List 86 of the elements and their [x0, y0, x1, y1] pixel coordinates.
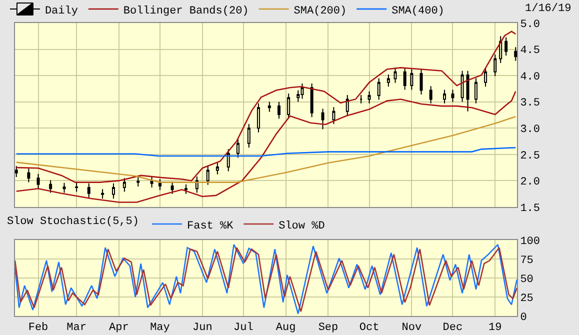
candlestick [360, 94, 363, 104]
legend-label: Fast %K [186, 220, 234, 232]
candlestick [75, 182, 78, 192]
y-tick-label: 50 [520, 274, 534, 286]
x-tick-label: Apr [109, 322, 129, 334]
line-series [16, 116, 516, 183]
x-tick-label: Oct [359, 322, 380, 334]
candlestick [206, 165, 210, 186]
text: 1/16/19 [525, 3, 572, 15]
x-tick-label: Aug [276, 322, 296, 334]
candlestick [514, 46, 517, 62]
y-tick-label: 75 [520, 254, 534, 267]
y-tick-label: 25 [520, 292, 534, 305]
candlestick [368, 90, 371, 104]
candlestick [184, 184, 188, 194]
candlestick [332, 106, 336, 124]
candlestick [158, 178, 162, 191]
x-tick-label: Sep [318, 322, 338, 334]
candlestick [49, 180, 52, 194]
y-tick-label: 3.5 [520, 98, 540, 110]
legend-label: Daily [44, 5, 78, 18]
candlestick [429, 86, 432, 104]
candlestick [256, 102, 260, 133]
x-tick-label: Jul [234, 322, 254, 334]
candlestick [410, 68, 414, 90]
candlestick [403, 67, 406, 90]
y-tick-label: 100 [520, 236, 540, 248]
line-series [16, 30, 516, 183]
legend-label: SMA(200) [294, 5, 347, 18]
candlestick [346, 94, 349, 116]
x-tick-label: Feb [28, 322, 48, 334]
candlestick [474, 78, 478, 104]
y-tick-label: 4.0 [520, 71, 540, 84]
candlestick [300, 82, 304, 100]
candlestick [321, 108, 324, 130]
candlestick [504, 36, 508, 56]
y-tick-label: 0 [520, 312, 527, 324]
candlestick [170, 181, 174, 194]
candlestick [394, 67, 397, 84]
legend-label: SMA(400) [392, 5, 444, 18]
line-series [16, 146, 516, 157]
x-tick-label: Dec [442, 322, 463, 334]
candlestick [460, 70, 464, 102]
candlestick [150, 176, 154, 188]
candlestick [310, 82, 314, 118]
candlestick [451, 89, 454, 102]
candlestick [62, 182, 66, 194]
candlestick [287, 92, 290, 120]
candlestick [236, 138, 240, 158]
candlestick [443, 89, 446, 104]
candlestick [484, 67, 488, 88]
candlestick [499, 36, 502, 64]
candlestick [195, 176, 198, 194]
x-tick-label: Nov [402, 322, 422, 334]
candlestick [494, 54, 497, 77]
x-tick-label: May [150, 322, 170, 334]
legend-title: Slow Stochastic(5,5) [6, 216, 139, 228]
candlestick [101, 188, 104, 200]
y-tick-label: 2.5 [520, 150, 540, 162]
candlestick [226, 148, 230, 172]
candlestick [420, 68, 423, 95]
y-tick-label: 5.0 [520, 18, 540, 31]
candlestick [277, 101, 280, 120]
x-tick-label: Mar [66, 322, 86, 334]
candlestick [216, 162, 219, 175]
y-tick-label: 2.0 [520, 176, 540, 189]
candlestick [122, 178, 126, 192]
line-series [16, 90, 516, 203]
x-tick-label: Jun [192, 322, 212, 334]
candlestick [268, 101, 271, 112]
candlestick [136, 176, 140, 187]
candlestick [247, 123, 250, 148]
candlestick [466, 70, 470, 112]
y-tick-label: 4.5 [520, 45, 540, 58]
candlestick [15, 165, 18, 178]
candlestick [386, 74, 390, 88]
candlestick [27, 168, 30, 183]
candlestick [112, 182, 115, 200]
x-tick-label: 19 [488, 322, 502, 334]
y-tick-label: 3.0 [520, 124, 540, 136]
legend-label: Bollinger Bands(20) [123, 5, 249, 18]
candlestick [377, 78, 380, 100]
y-tick-label: 1.5 [520, 202, 540, 215]
candlestick [36, 173, 40, 190]
legend-label: Slow %D [278, 220, 326, 232]
candlestick [87, 182, 90, 198]
